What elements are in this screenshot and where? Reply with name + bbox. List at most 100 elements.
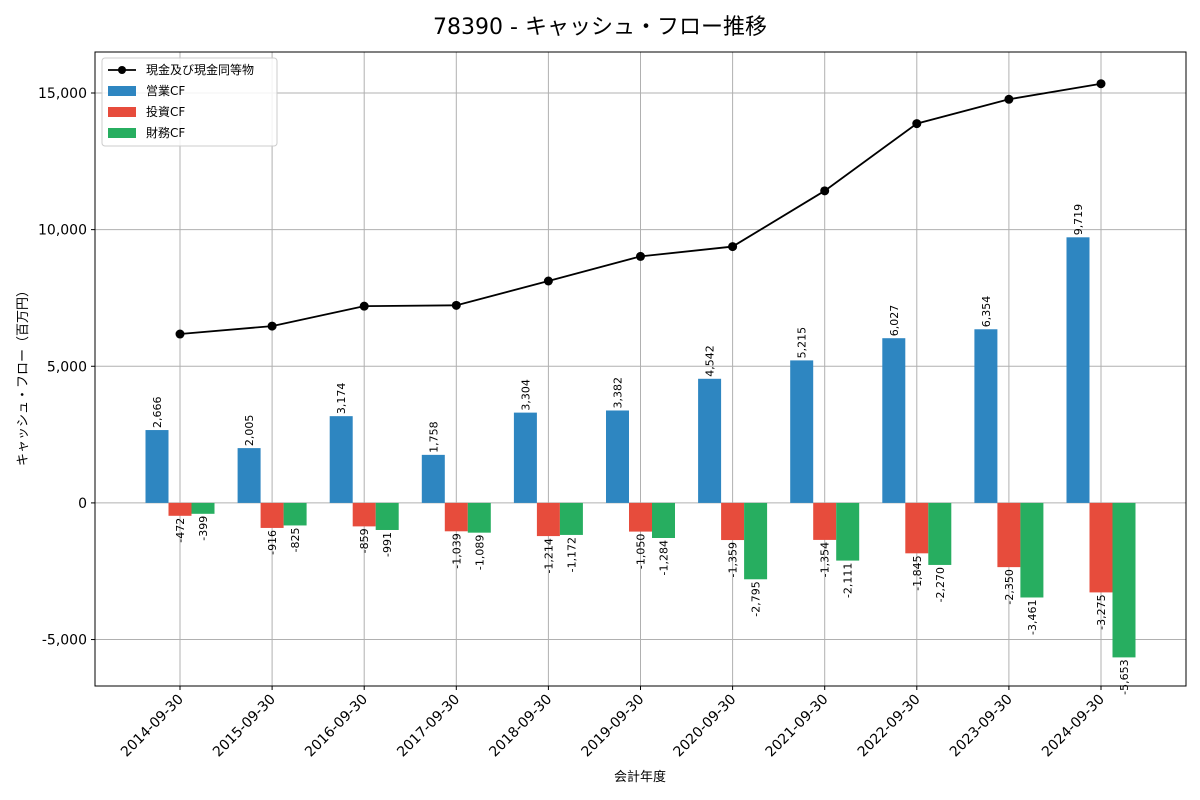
bar-data-label: -3,275 [1095,594,1108,629]
bars-layer [145,237,1136,658]
bar-data-label: -1,284 [658,540,671,575]
y-tick-label: 0 [78,496,87,512]
bar-data-label: 4,542 [704,345,717,377]
cash-point [451,300,461,310]
cash-point [543,276,553,286]
bar [559,502,583,535]
legend-label: 投資CF [146,104,185,119]
y-tick-label: 10,000 [38,223,87,239]
bar-data-label: -2,795 [750,581,763,616]
bar-data-label: 5,215 [796,327,809,359]
bar [191,502,215,514]
bar-data-label: -399 [197,516,210,541]
bar-data-label: -3,461 [1026,599,1039,634]
bar-data-label: 3,174 [335,383,348,415]
bar [237,448,261,503]
bar [444,502,468,532]
bar [928,502,952,565]
bar-data-label: -1,354 [819,542,832,577]
bar-data-label: -2,111 [842,563,855,598]
cash-point [359,301,369,311]
x-tick-label: 2016-09-30 [302,692,371,761]
legend-swatch [108,128,136,138]
bar [606,410,629,503]
bar-data-label: -825 [289,527,302,552]
legend-swatch [108,107,136,117]
bar [536,502,560,537]
bar [168,502,192,516]
cash-point [636,251,645,261]
bar-data-label: -1,089 [473,535,486,570]
bar-data-label: -1,039 [450,533,463,568]
bar [375,502,399,530]
bar [1112,502,1136,658]
bar [421,454,445,503]
cash-point [728,242,738,252]
bar [744,502,768,580]
bar [513,412,537,503]
bar [283,502,307,526]
x-tick-label: 2014-09-30 [118,692,187,761]
bar [698,378,722,503]
bar [836,502,860,561]
bar-data-label: 2,005 [243,415,256,447]
bar [905,502,929,554]
x-tick-label: 2021-09-30 [763,692,832,761]
legend-box [101,57,278,147]
x-tick-label: 2019-09-30 [578,692,647,761]
legend-label: 営業CF [146,84,185,98]
bar [260,502,284,528]
bar [652,502,675,538]
bar-data-label: -5,653 [1118,659,1131,694]
bar-data-label: -472 [174,518,187,543]
bar-data-label: -1,214 [542,538,555,573]
x-axis-label: 会計年度 [614,769,666,785]
x-tick-label: 2024-09-30 [1039,692,1108,761]
line-layer [175,79,1106,339]
x-tick-label: 2018-09-30 [486,692,555,761]
bar-data-label: 3,304 [519,379,532,411]
cash-point [1096,79,1106,89]
bar [974,329,998,503]
legend-label: 財務CF [146,125,185,140]
bar [629,502,652,532]
x-tick-label: 2017-09-30 [394,692,463,761]
bar [721,502,745,541]
bar [997,502,1021,568]
cash-point [175,329,185,339]
y-tick-label: 5,000 [47,359,87,375]
x-tick-label: 2023-09-30 [947,692,1016,761]
y-axis-label: キャッシュ・フロー（百万円） [16,284,31,466]
bar-data-label: -1,050 [635,534,648,569]
grid-layer [95,52,1186,686]
chart-title: 78390 - キャッシュ・フロー推移 [433,15,767,40]
y-tick-label: 15,000 [38,86,87,102]
x-tick-label: 2022-09-30 [855,692,924,761]
legend-point-marker [118,66,126,74]
bar [467,502,491,533]
y-axis: -5,000 0 5,000 10,000 15,000 [38,86,95,649]
bar-data-label: -859 [358,528,371,553]
bar-data-label: -1,845 [911,555,924,590]
bar [329,416,353,503]
cash-point [820,186,830,196]
bar-data-label: -1,359 [727,542,740,577]
bar [790,360,814,503]
bar-data-label: 3,382 [612,377,625,409]
bar-data-label: -1,172 [565,537,578,572]
y-tick-label: -5,000 [42,633,87,649]
bar-data-label: -2,270 [934,567,947,602]
bar-data-label: 6,027 [888,305,901,337]
legend-label: 現金及び現金同等物 [146,62,254,77]
bar [352,502,376,527]
bar-data-label: 2,666 [151,397,164,429]
bar-data-label: 1,758 [427,421,440,453]
bar-data-label: 6,354 [980,296,993,328]
bar [145,430,169,503]
bar [1066,237,1090,503]
bar [813,502,837,540]
x-axis: 2014-09-30 2015-09-30 2016-09-30 2017-09-30… [118,686,1108,760]
x-tick-label: 2015-09-30 [210,692,279,761]
